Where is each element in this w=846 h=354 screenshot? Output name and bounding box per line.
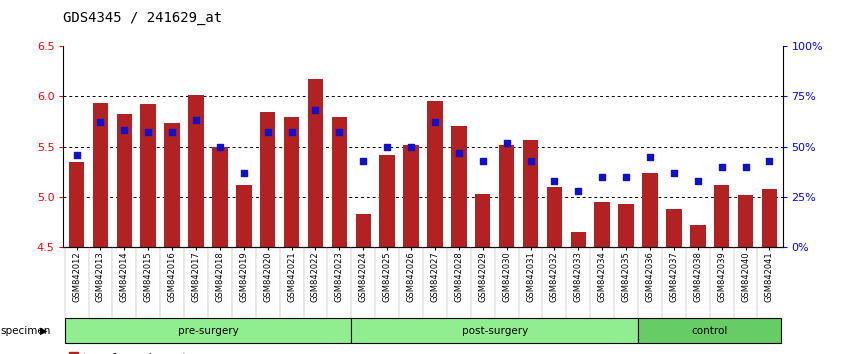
Bar [690,225,706,247]
Point [619,174,633,179]
Bar [570,232,586,247]
Point [428,120,442,125]
Bar [638,318,782,343]
Bar [164,124,180,247]
Text: post-surgery: post-surgery [462,326,528,336]
Bar [618,204,634,247]
Point [476,158,490,164]
Point [524,158,537,164]
Point [572,188,585,194]
Bar [117,114,132,247]
Bar [379,155,395,247]
Point [739,164,752,170]
Point [404,144,418,149]
Bar [355,214,371,247]
Point [165,130,179,135]
Bar [475,194,491,247]
Point [285,130,299,135]
Bar [451,126,467,247]
Bar [69,162,85,247]
Point [332,130,346,135]
Point [141,130,155,135]
Text: specimen: specimen [1,326,52,336]
Bar [93,103,108,247]
Point [237,170,250,176]
Point [213,144,227,149]
Text: GDS4345 / 241629_at: GDS4345 / 241629_at [63,11,222,25]
Bar [332,118,347,247]
Bar [351,318,638,343]
Point [190,118,203,123]
Point [309,108,322,113]
Bar [64,318,351,343]
Bar [642,173,657,247]
Bar [404,144,419,247]
Point [452,150,465,155]
Bar [308,79,323,247]
Point [667,170,681,176]
Bar [189,95,204,247]
Bar [547,187,562,247]
Bar [714,185,729,247]
Bar [499,144,514,247]
Point [500,140,514,145]
Legend: transformed count, percentile rank within the sample: transformed count, percentile rank withi… [69,353,272,354]
Point [94,120,107,125]
Bar [212,147,228,247]
Point [356,158,370,164]
Bar [595,202,610,247]
Bar [738,195,753,247]
Text: ▶: ▶ [40,326,47,336]
Text: control: control [691,326,728,336]
Point [691,178,705,184]
Point [547,178,561,184]
Point [70,152,84,158]
Bar [523,139,538,247]
Point [715,164,728,170]
Bar [260,112,276,247]
Bar [284,118,299,247]
Point [643,154,656,159]
Point [118,128,131,133]
Point [261,130,274,135]
Point [762,158,776,164]
Bar [236,185,251,247]
Bar [140,104,156,247]
Bar [427,101,442,247]
Point [596,174,609,179]
Point [381,144,394,149]
Bar [666,209,682,247]
Text: pre-surgery: pre-surgery [178,326,239,336]
Bar [761,189,777,247]
